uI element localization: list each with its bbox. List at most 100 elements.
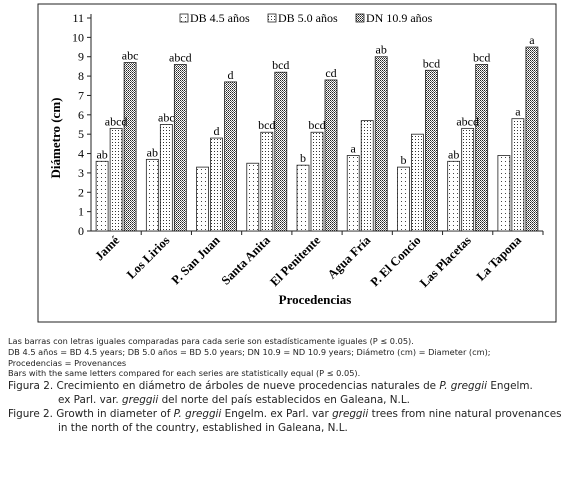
y-tick-label: 4 — [78, 147, 84, 161]
note-spanish: Las barras con letras iguales comparadas… — [8, 336, 414, 346]
chart-frame — [37, 3, 557, 323]
note-english: Bars with the same letters compared for … — [8, 368, 361, 379]
significance-label: bcd — [272, 58, 289, 72]
legend: DB 4.5 años DB 5.0 años DN 10.9 años — [179, 11, 433, 25]
significance-label: ab — [448, 147, 459, 161]
bar-2-6 — [425, 69, 438, 232]
caption-text: Engelm. — [487, 380, 533, 393]
bar-chart: DB 4.5 años DB 5.0 años DN 10.9 años 0 1 2 3 4… — [37, 3, 557, 323]
species-name: P. greggii — [439, 380, 488, 393]
y-tick-label: 1 — [78, 205, 84, 219]
x-tick-label: Las Placetas — [417, 233, 474, 290]
bar-1-8 — [511, 118, 525, 232]
bar-0-4 — [296, 164, 310, 232]
x-tick-label: Los Lirios — [124, 233, 173, 282]
y-tick-label: 2 — [78, 185, 84, 199]
bar-2-1 — [173, 64, 187, 232]
x-tick-label: P. El Concio — [368, 233, 424, 289]
legend-label: DB 4.5 años — [190, 11, 250, 25]
bar-2-5 — [374, 56, 388, 232]
bar-2-3 — [274, 71, 288, 232]
caption-text: ex Parl. var. — [58, 393, 123, 406]
x-axis-label: Procedencias — [279, 292, 352, 307]
significance-label: a — [351, 141, 357, 155]
significance-label: d — [214, 124, 220, 138]
bar-1-1 — [159, 124, 173, 232]
caption-text: trees from nine natural provenances — [368, 408, 562, 421]
bar-1-5 — [360, 120, 374, 232]
significance-label: ab — [96, 147, 107, 161]
abbreviations-cont: Procedencias = Provenances — [8, 357, 127, 368]
significance-label: abc — [122, 49, 139, 63]
bar-0-0 — [95, 160, 109, 232]
bar-0-1 — [145, 158, 159, 232]
bars — [95, 46, 539, 232]
significance-label: bcd — [473, 50, 490, 64]
bar-1-2 — [210, 137, 223, 232]
y-tick-label: 6 — [78, 108, 84, 122]
y-tick-label: 9 — [78, 50, 84, 64]
significance-label: a — [515, 105, 521, 119]
legend-swatch — [267, 13, 277, 23]
legend-label: DN 10.9 años — [366, 11, 433, 25]
species-name: P. greggii — [173, 408, 222, 421]
x-tick-label: Agua Fría — [325, 233, 374, 282]
bar-1-6 — [411, 133, 424, 232]
significance-label: bcd — [423, 56, 440, 70]
bar-2-7 — [475, 64, 489, 232]
variety-name: greggii — [122, 393, 159, 406]
bar-0-5 — [346, 155, 360, 232]
bar-2-8 — [525, 46, 539, 232]
bar-0-3 — [246, 162, 260, 232]
bar-0-6 — [397, 166, 410, 232]
bar-1-0 — [109, 127, 123, 232]
y-tick-label: 5 — [78, 127, 84, 141]
bar-2-2 — [224, 81, 237, 232]
bar-2-0 — [123, 62, 137, 232]
bar-1-3 — [260, 131, 274, 232]
bar-1-4 — [310, 131, 324, 232]
x-tick-label: La Tapona — [474, 233, 525, 284]
caption-text: in the north of the country, established… — [58, 421, 348, 434]
y-tick-label: 11 — [72, 11, 84, 25]
y-axis-label: Diámetro (cm) — [48, 98, 63, 179]
x-tick-label: El Penitente — [267, 233, 323, 289]
bar-1-7 — [461, 127, 475, 232]
significance-label: bcd — [258, 118, 275, 132]
significance-labels: ababcdabcababcabcdddbcdbcdbbcdcdaabbbcda… — [96, 33, 535, 167]
caption-text: Engelm. ex Parl. var — [221, 408, 333, 421]
significance-label: abcd — [105, 114, 128, 128]
legend-label: DB 5.0 años — [278, 11, 338, 25]
x-tick-label: Santa Anita — [219, 233, 274, 288]
legend-swatch — [179, 13, 189, 23]
significance-label: abc — [158, 111, 175, 125]
significance-label: a — [529, 33, 535, 47]
caption-text: Figura 2. Crecimiento en diámetro de árb… — [8, 380, 440, 393]
significance-label: ab — [147, 145, 158, 159]
caption-text: del norte del país establecidos en Galea… — [158, 393, 410, 406]
significance-label: ab — [376, 43, 387, 57]
legend-swatch — [355, 13, 365, 23]
x-tick-label: P. San Juan — [169, 233, 223, 287]
abbreviations: DB 4.5 años = BD 4.5 years; DB 5.0 años … — [8, 346, 491, 357]
significance-label: bcd — [308, 118, 325, 132]
figure-caption-english: Figure 2. Growth in diameter of P. gregg… — [8, 408, 576, 435]
y-tick-label: 10 — [72, 30, 84, 44]
chart-area: DB 4.5 años DB 5.0 años DN 10.9 años 0 1 2 3 4… — [37, 3, 557, 323]
significance-label: cd — [325, 66, 336, 80]
figure-captions: Las barras con letras iguales comparadas… — [8, 336, 576, 435]
y-tick-label: 0 — [78, 224, 84, 238]
bar-2-4 — [324, 79, 338, 232]
y-tick-label: 7 — [78, 88, 84, 102]
figure-caption-spanish: Figura 2. Crecimiento en diámetro de árb… — [8, 380, 576, 407]
variety-name: greggii — [332, 408, 369, 421]
bar-0-7 — [447, 160, 461, 232]
significance-label: d — [228, 68, 234, 82]
significance-label: b — [400, 153, 406, 167]
significance-label: abcd — [456, 114, 479, 128]
y-tick-label: 3 — [78, 166, 84, 180]
significance-label: b — [300, 151, 306, 165]
significance-label: abcd — [169, 50, 192, 64]
caption-text: Figure 2. Growth in diameter of — [8, 408, 174, 421]
